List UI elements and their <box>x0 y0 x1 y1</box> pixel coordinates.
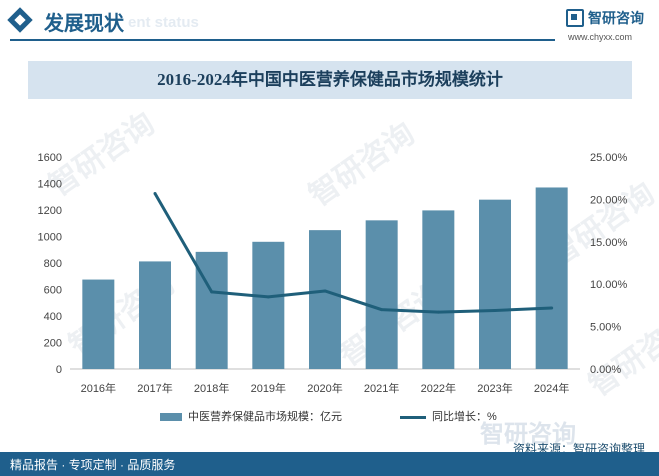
growth-line <box>153 192 552 314</box>
legend-label-bar: 中医营养保健品市场规模：亿元 <box>188 411 342 423</box>
growth-point <box>323 289 327 293</box>
y-left-tick-label: 800 <box>44 258 62 270</box>
brand-logo[interactable]: 智研咨询 www.chyxx.com <box>566 9 654 43</box>
growth-point <box>493 308 497 312</box>
bar <box>479 199 511 369</box>
logo-url: www.chyxx.com <box>568 32 633 42</box>
bar <box>365 220 398 369</box>
footer-watermark-logo: 智研咨询 <box>480 421 576 448</box>
x-tick-label: 2016年 <box>81 381 116 395</box>
x-tick-label: 2017年 <box>137 381 172 395</box>
bar <box>82 279 115 369</box>
logo-icon <box>566 9 584 27</box>
y-left-tick-label: 1200 <box>38 205 62 217</box>
legend-item-line: 同比增长：% <box>400 408 497 424</box>
growth-point <box>266 295 270 299</box>
growth-point <box>210 290 214 294</box>
bar <box>252 241 285 369</box>
y-left-tick-label: 1000 <box>38 232 62 244</box>
y-right-tick-label: 15.00% <box>590 237 628 249</box>
legend-item-bar: 中医营养保健品市场规模：亿元 <box>160 408 342 424</box>
legend-swatch-bar <box>160 413 182 422</box>
y-right-tick-label: 5.00% <box>590 322 621 334</box>
legend-label-line: 同比增长：% <box>432 411 497 423</box>
footer-slogan: 精品报告 · 专项定制 · 品质服务 <box>10 458 176 472</box>
y-left-tick-label: 1400 <box>38 179 62 191</box>
y-left-tick-label: 600 <box>44 285 62 297</box>
logo-text: 智研咨询 <box>588 10 644 26</box>
growth-point <box>153 191 157 195</box>
header-divider <box>10 39 555 41</box>
x-tick-label: 2018年 <box>194 381 229 395</box>
bar <box>422 210 455 369</box>
x-tick-label: 2022年 <box>421 381 456 395</box>
growth-point <box>380 308 384 312</box>
y-left-tick-label: 1600 <box>38 152 62 164</box>
growth-point <box>550 306 554 310</box>
y-right-tick-label: 25.00% <box>590 152 628 164</box>
section-title: 发展现状 <box>44 13 124 35</box>
header-ghost-text: ent status <box>128 14 199 31</box>
bar <box>139 261 171 369</box>
page-footer: 精品报告 · 专项定制 · 品质服务 <box>0 452 659 476</box>
y-right-tick-label: 20.00% <box>590 194 628 206</box>
x-tick-label: 2024年 <box>534 381 569 395</box>
y-right-tick-label: 0.00% <box>590 364 621 376</box>
legend-swatch-line <box>400 415 426 419</box>
bar <box>309 230 341 369</box>
page-header: ent status 发展现状 智研咨询 www.chyxx.com <box>0 0 659 46</box>
y-right-tick-label: 10.00% <box>590 279 628 291</box>
x-tick-label: 2021年 <box>364 381 399 395</box>
y-left-tick-label: 0 <box>56 364 62 376</box>
chart-title: 2016-2024年中国中医营养保健品市场规模统计 <box>157 70 503 89</box>
bar <box>535 187 568 369</box>
x-tick-label: 2023年 <box>477 381 512 395</box>
y-left-tick-label: 400 <box>44 311 62 323</box>
x-tick-label: 2020年 <box>307 381 342 395</box>
y-left-tick-label: 200 <box>44 338 62 350</box>
growth-point <box>436 310 440 314</box>
x-tick-label: 2019年 <box>251 381 286 395</box>
chart-title-band: 2016-2024年中国中医营养保健品市场规模统计 <box>28 61 632 99</box>
